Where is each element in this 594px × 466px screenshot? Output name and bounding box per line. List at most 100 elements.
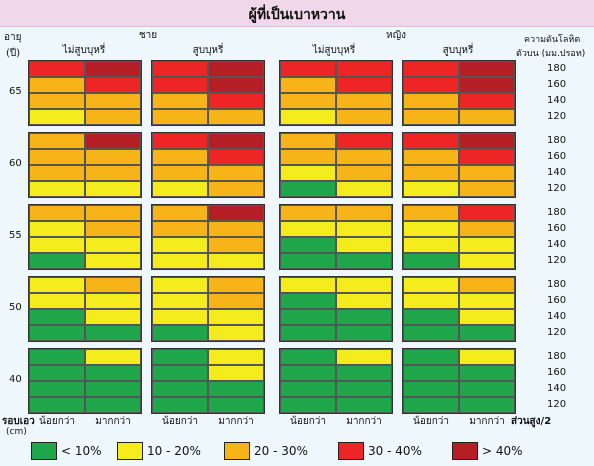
risk-cell [280,325,336,341]
bp-tick-label: 180 [547,207,567,218]
risk-cell [403,205,459,221]
risk-cell [85,205,141,221]
waist-tick-label: มากกว่า [218,416,254,427]
risk-cell [29,221,85,237]
risk-cell [459,293,515,309]
risk-cell [336,109,392,125]
age-unit-label: (ปี) [6,48,21,59]
risk-cell [85,109,141,125]
risk-cell [152,133,208,149]
age-tick-label: 60 [9,158,22,169]
female-non-smoker-label: ไม่สูบบุหรี่ [312,45,356,56]
risk-cell [29,381,85,397]
risk-cell [403,133,459,149]
risk-cell [280,293,336,309]
bp-tick-label: 120 [547,399,567,410]
risk-cell [208,165,264,181]
risk-cell [208,133,264,149]
risk-cell [336,77,392,93]
risk-cell [29,205,85,221]
gender-female-label: หญิง [386,30,406,41]
risk-cell [85,93,141,109]
risk-cell [85,397,141,413]
gender-male-label: ชาย [138,30,158,41]
risk-cell [29,77,85,93]
risk-cell [459,165,515,181]
risk-cell [208,109,264,125]
risk-cell [208,325,264,341]
bp-tick-label: 140 [547,167,567,178]
age-axis-label: อายุ [4,32,22,43]
risk-cell [85,365,141,381]
risk-cell [208,221,264,237]
risk-cell [336,381,392,397]
bp-tick-label: 140 [547,383,567,394]
risk-cell [459,133,515,149]
risk-cell [459,381,515,397]
risk-cell [459,325,515,341]
female-smoker-label: สูบบุหรี่ [442,45,474,56]
risk-cell [85,253,141,269]
bp-tick-label: 160 [547,295,567,306]
risk-cell [336,221,392,237]
waist-axis-label: รอบเอว [2,416,35,427]
risk-cell [459,365,515,381]
risk-cell [29,149,85,165]
risk-cell [208,237,264,253]
risk-cell [403,165,459,181]
risk-cell [403,149,459,165]
risk-cell [280,149,336,165]
age-tick-label: 40 [9,374,22,385]
risk-cell [152,165,208,181]
risk-cell [280,61,336,77]
legend-label: 20 - 30% [254,444,308,458]
risk-cell [208,61,264,77]
risk-cell [152,365,208,381]
risk-cell [336,149,392,165]
risk-cell [85,77,141,93]
risk-cell [208,277,264,293]
risk-cell [280,77,336,93]
risk-cell [85,381,141,397]
risk-cell [280,237,336,253]
age-tick-label: 50 [9,302,22,313]
risk-cell [29,181,85,197]
risk-cell [29,93,85,109]
risk-cell [280,133,336,149]
risk-cell [85,277,141,293]
risk-cell [459,277,515,293]
risk-cell [459,397,515,413]
risk-cell [29,237,85,253]
risk-cell [152,381,208,397]
risk-cell [208,397,264,413]
legend-label: 30 - 40% [368,444,422,458]
bp-tick-label: 120 [547,255,567,266]
risk-cell [85,61,141,77]
risk-cell [280,205,336,221]
risk-cell [280,181,336,197]
risk-cell [403,181,459,197]
waist-tick-label: น้อยกว่า [413,416,449,427]
risk-cell [280,253,336,269]
legend-swatch [31,442,57,460]
risk-cell [403,253,459,269]
risk-cell [336,365,392,381]
risk-cell [280,349,336,365]
bp-tick-label: 140 [547,239,567,250]
risk-cell [29,365,85,381]
risk-cell [152,237,208,253]
risk-cell [459,61,515,77]
risk-cell [208,381,264,397]
bp-tick-label: 120 [547,183,567,194]
risk-cell [459,253,515,269]
risk-cell [459,237,515,253]
risk-cell [208,181,264,197]
bp-tick-label: 120 [547,111,567,122]
legend-label: 10 - 20% [147,444,201,458]
risk-cell [403,365,459,381]
risk-cell [336,93,392,109]
risk-cell [459,309,515,325]
risk-cell [85,325,141,341]
legend-swatch [338,442,364,460]
risk-cell [403,293,459,309]
